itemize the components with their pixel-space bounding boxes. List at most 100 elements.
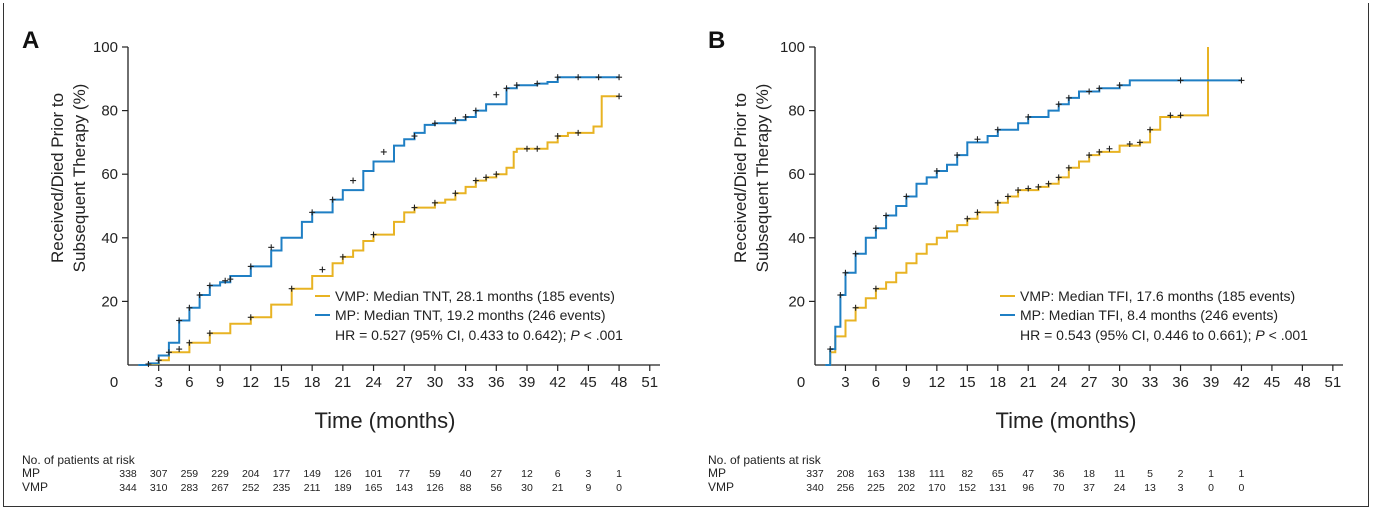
x-tick-label: 9 xyxy=(216,374,224,391)
risk-value-vmp: 88 xyxy=(460,482,472,494)
legend-label-mp: MP: Median TNT, 19.2 months (246 events) xyxy=(335,307,606,323)
x-tick-label: 6 xyxy=(872,374,880,391)
y-tick-label: 60 xyxy=(788,166,805,183)
censor-mark-vmp xyxy=(575,129,582,136)
risk-value-mp: 12 xyxy=(521,468,533,480)
risk-value-mp: 338 xyxy=(119,468,137,480)
censor-mark-mp xyxy=(903,193,910,200)
risk-value-mp: 1 xyxy=(616,468,622,480)
x-tick-label: 39 xyxy=(519,374,536,391)
censor-mark-mp xyxy=(616,74,623,81)
censor-mark-mp xyxy=(883,212,890,219)
censor-mark-mp xyxy=(1065,94,1072,101)
risk-value-mp: 82 xyxy=(961,468,973,480)
risk-row-label-mp: MP xyxy=(708,466,726,480)
risk-value-vmp: 9 xyxy=(585,482,591,494)
censor-mark-vmp xyxy=(974,209,981,216)
censor-mark-mp xyxy=(1025,113,1032,120)
censor-mark-mp xyxy=(247,263,254,270)
x-tick-label: 48 xyxy=(611,374,628,391)
risk-value-vmp: 310 xyxy=(150,482,168,494)
censor-mark-vmp xyxy=(1106,145,1113,152)
risk-value-vmp: 126 xyxy=(426,482,444,494)
risk-value-mp: 126 xyxy=(334,468,352,480)
x-tick-label: 30 xyxy=(427,374,444,391)
y-axis-label-line1: Received/Died Prior to xyxy=(731,93,750,263)
censor-mark-vmp xyxy=(493,171,500,178)
censor-mark-mp xyxy=(227,276,234,283)
censor-mark-mp xyxy=(1238,77,1245,84)
censor-mark-mp xyxy=(933,168,940,175)
panel-b: B Received/Died Prior to Subsequent Ther… xyxy=(708,27,1343,494)
risk-value-mp: 208 xyxy=(837,468,855,480)
x-tick-label: 15 xyxy=(959,374,976,391)
risk-value-mp: 229 xyxy=(211,468,229,480)
censor-mark-mp xyxy=(575,74,582,81)
risk-value-vmp: 0 xyxy=(1239,482,1245,494)
x-tick-label: 42 xyxy=(1233,374,1250,391)
x-tick-label: 27 xyxy=(1081,374,1098,391)
risk-value-mp: 204 xyxy=(242,468,260,480)
risk-value-mp: 149 xyxy=(303,468,321,480)
legend-a: VMP: Median TNT, 28.1 months (185 events… xyxy=(315,288,623,343)
censor-mark-mp xyxy=(380,148,387,155)
x-tick-label: 36 xyxy=(1172,374,1189,391)
risk-value-mp: 101 xyxy=(365,468,383,480)
censor-mark-mp xyxy=(462,113,469,120)
legend-label-vmp: VMP: Median TNT, 28.1 months (185 events… xyxy=(335,288,615,304)
y-tick-label: 20 xyxy=(788,293,805,310)
risk-value-vmp: 143 xyxy=(395,482,413,494)
risk-value-mp: 307 xyxy=(150,468,168,480)
censor-mark-mp xyxy=(534,80,541,87)
risk-value-vmp: 13 xyxy=(1144,482,1156,494)
risk-value-vmp: 170 xyxy=(928,482,946,494)
censor-mark-vmp xyxy=(186,339,193,346)
x-axis-label: Time (months) xyxy=(315,408,456,433)
risk-value-vmp: 37 xyxy=(1083,482,1095,494)
origin-tick-label: 0 xyxy=(797,374,805,391)
x-tick-label: 42 xyxy=(549,374,566,391)
y-tick-label: 20 xyxy=(101,293,118,310)
censor-mark-vmp xyxy=(1015,187,1022,194)
censor-mark-vmp xyxy=(1025,185,1032,192)
censor-mark-vmp xyxy=(176,346,183,353)
x-tick-label: 45 xyxy=(580,374,597,391)
censor-mark-vmp xyxy=(1004,193,1011,200)
censor-mark-vmp xyxy=(411,204,418,211)
censor-mark-mp xyxy=(350,177,357,184)
x-tick-label: 39 xyxy=(1203,374,1220,391)
censor-mark-vmp xyxy=(1167,112,1174,119)
censor-mark-mp xyxy=(837,292,844,299)
risk-value-mp: 111 xyxy=(929,468,945,480)
censor-mark-vmp xyxy=(145,361,152,368)
y-tick-label: 100 xyxy=(780,39,805,56)
x-tick-label: 24 xyxy=(1050,374,1067,391)
censor-mark-mp xyxy=(872,225,879,232)
censor-mark-vmp xyxy=(1055,174,1062,181)
risk-value-mp: 18 xyxy=(1083,468,1095,480)
risk-table-title: No. of patients at risk xyxy=(708,453,822,467)
censor-mark-vmp xyxy=(1147,126,1154,133)
legend-label-mp: MP: Median TFI, 8.4 months (246 events) xyxy=(1020,307,1278,323)
x-tick-label: 21 xyxy=(335,374,352,391)
censor-mark-vmp xyxy=(964,215,971,222)
censor-mark-vmp xyxy=(247,314,254,321)
panel-label-b: B xyxy=(708,27,725,54)
x-tick-label: 3 xyxy=(841,374,849,391)
y-axis-label-line2: Subsequent Therapy (%) xyxy=(753,84,772,273)
risk-value-vmp: 131 xyxy=(989,482,1007,494)
risk-value-mp: 5 xyxy=(1147,468,1153,480)
risk-value-vmp: 344 xyxy=(119,482,137,494)
censor-mark-vmp xyxy=(1096,148,1103,155)
risk-value-mp: 1 xyxy=(1208,468,1214,480)
censor-mark-vmp xyxy=(616,93,623,100)
censor-mark-vmp xyxy=(994,199,1001,206)
y-tick-label: 100 xyxy=(93,39,118,56)
censor-mark-vmp xyxy=(206,330,213,337)
x-axis-label: Time (months) xyxy=(996,408,1137,433)
risk-values-a: 338 307 259 229 204 177 149 126 101 77 59 40 27 12 6 3 1… xyxy=(119,468,622,494)
risk-value-vmp: 24 xyxy=(1114,482,1126,494)
risk-value-mp: 11 xyxy=(1114,468,1125,480)
censor-mark-mp xyxy=(827,346,834,353)
